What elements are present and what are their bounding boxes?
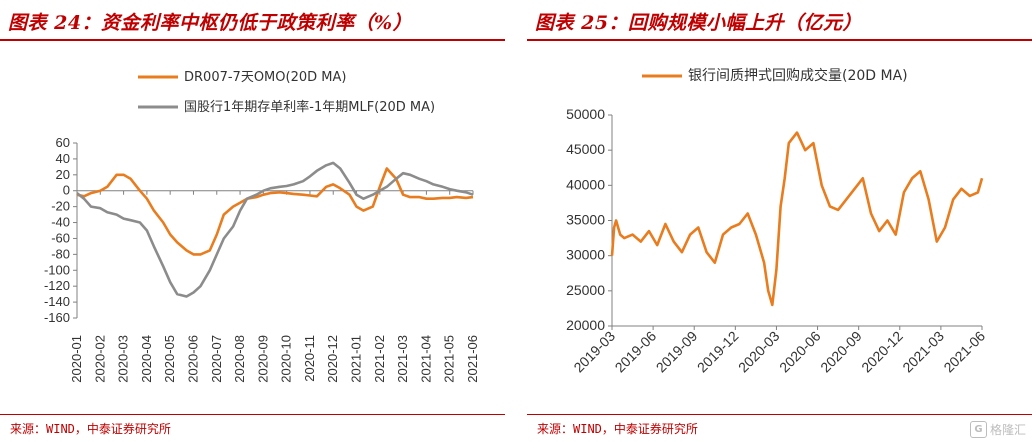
right-y-tick-label: 20000 (566, 317, 605, 333)
right-x-tick-label: 2020-06 (776, 328, 824, 376)
right-title-rule (527, 39, 1032, 41)
left-x-tick-label: 2021-05 (442, 335, 457, 383)
left-x-tick-label: 2020-07 (209, 335, 224, 383)
right-y-tick-label: 35000 (566, 212, 605, 228)
left-y-tick-label: -120 (44, 278, 70, 293)
left-x-tick-label: 2020-01 (69, 335, 84, 383)
right-y-tick-label: 40000 (566, 176, 605, 192)
left-x-tick-label: 2020-10 (279, 335, 294, 383)
right-x-tick-label: 2021-06 (940, 328, 988, 376)
left-y-tick-label: -160 (44, 310, 70, 325)
left-series-line-0 (76, 167, 474, 256)
right-x-tick-label: 2019-12 (694, 328, 742, 376)
left-x-tick-label: 2020-02 (92, 335, 107, 383)
left-line-chart: DR007-7天OMO(20D MA) 国股行1年期存单利率-1年期MLF(20D… (44, 70, 480, 383)
left-x-tick-label: 2021-01 (349, 335, 364, 383)
left-x-tick-label: 2020-03 (116, 335, 131, 383)
left-y-tick-label: 0 (63, 183, 70, 198)
watermark: G 格隆汇 (969, 421, 1026, 438)
left-y-tick-label: -40 (51, 215, 70, 230)
left-y-tick-label: -100 (44, 262, 70, 277)
left-legend-label-0: DR007-7天OMO(20D MA) (184, 70, 346, 85)
left-y-tick-label: -60 (51, 230, 70, 245)
left-source-rule (0, 414, 505, 415)
left-y-tick-label: 20 (56, 167, 70, 182)
left-x-tick-label: 2020-04 (139, 335, 154, 383)
left-x-tick-label: 2021-04 (418, 335, 433, 383)
right-x-tick-label: 2021-03 (899, 328, 947, 376)
left-x-tick-label: 2020-06 (185, 335, 200, 383)
left-x-tick-label: 2021-06 (465, 335, 480, 383)
right-source-rule (527, 414, 1032, 415)
left-chart-panel: 图表 24：资金利率中枢仍低于政策利率（%） DR007-7天OMO(20D M… (0, 0, 505, 442)
right-x-tick-label: 2020-09 (817, 328, 865, 376)
left-x-tick-label: 2020-09 (255, 335, 270, 383)
right-source-note: 来源：WIND，中泰证券研究所 (537, 422, 698, 436)
left-y-tick-label: 40 (56, 151, 70, 166)
right-y-tick-label: 25000 (566, 282, 605, 298)
left-y-tick-label: 60 (56, 135, 70, 150)
left-y-tick-label: -20 (51, 199, 70, 214)
right-x-tick-label: 2019-06 (612, 328, 660, 376)
right-y-tick-label: 50000 (566, 106, 605, 122)
left-x-tick-label: 2020-11 (302, 335, 317, 382)
left-series-line-1 (76, 161, 474, 298)
right-chart-title: 图表 25：回购规模小幅上升（亿元） (535, 12, 863, 34)
right-x-tick-label: 2020-12 (858, 328, 906, 376)
left-x-tick-label: 2021-03 (395, 335, 410, 383)
left-x-tick-label: 2020-08 (232, 335, 247, 383)
right-series-line-0 (610, 131, 984, 307)
watermark-logo-icon: G (969, 421, 987, 438)
left-y-tick-label: -80 (51, 246, 70, 261)
left-x-tick-label: 2021-02 (372, 335, 387, 383)
watermark-text: 格隆汇 (989, 423, 1026, 437)
right-y-tick-label: 30000 (566, 247, 605, 263)
right-y-tick-label: 45000 (566, 141, 605, 157)
right-x-tick-label: 2019-09 (653, 328, 701, 376)
right-legend-label-0: 银行间质押式回购成交量(20D MA) (688, 67, 908, 84)
right-chart-panel: 图表 25：回购规模小幅上升（亿元） 银行间质押式回购成交量(20D MA) 50… (527, 0, 1032, 442)
left-source-note: 来源：WIND，中泰证券研究所 (10, 422, 171, 436)
left-legend-label-1: 国股行1年期存单利率-1年期MLF(20D MA) (184, 99, 435, 115)
left-x-tick-label: 2020-12 (325, 335, 340, 383)
left-y-tick-label: -140 (44, 294, 70, 309)
right-x-tick-label: 2020-03 (735, 328, 783, 376)
left-title-rule (0, 39, 505, 41)
right-line-chart: 银行间质押式回购成交量(20D MA) 50000 45000 40000 35000 3… (566, 67, 988, 376)
left-chart-title: 图表 24：资金利率中枢仍低于政策利率（%） (8, 12, 413, 34)
left-x-tick-label: 2020-05 (162, 335, 177, 383)
right-x-tick-label: 2019-03 (570, 328, 618, 376)
